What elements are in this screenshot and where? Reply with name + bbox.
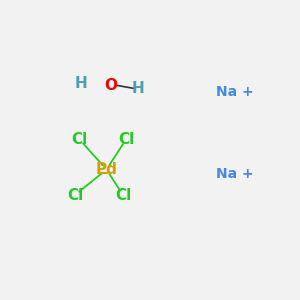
Text: Cl: Cl [67, 188, 83, 202]
Text: Pd: Pd [96, 162, 117, 177]
Text: H: H [75, 76, 87, 92]
Text: Na +: Na + [216, 167, 254, 181]
Text: O: O [104, 78, 118, 93]
Text: Cl: Cl [115, 188, 131, 202]
Text: Na +: Na + [216, 85, 254, 98]
Text: Cl: Cl [118, 132, 134, 147]
Text: Cl: Cl [71, 132, 88, 147]
Text: H: H [132, 81, 144, 96]
